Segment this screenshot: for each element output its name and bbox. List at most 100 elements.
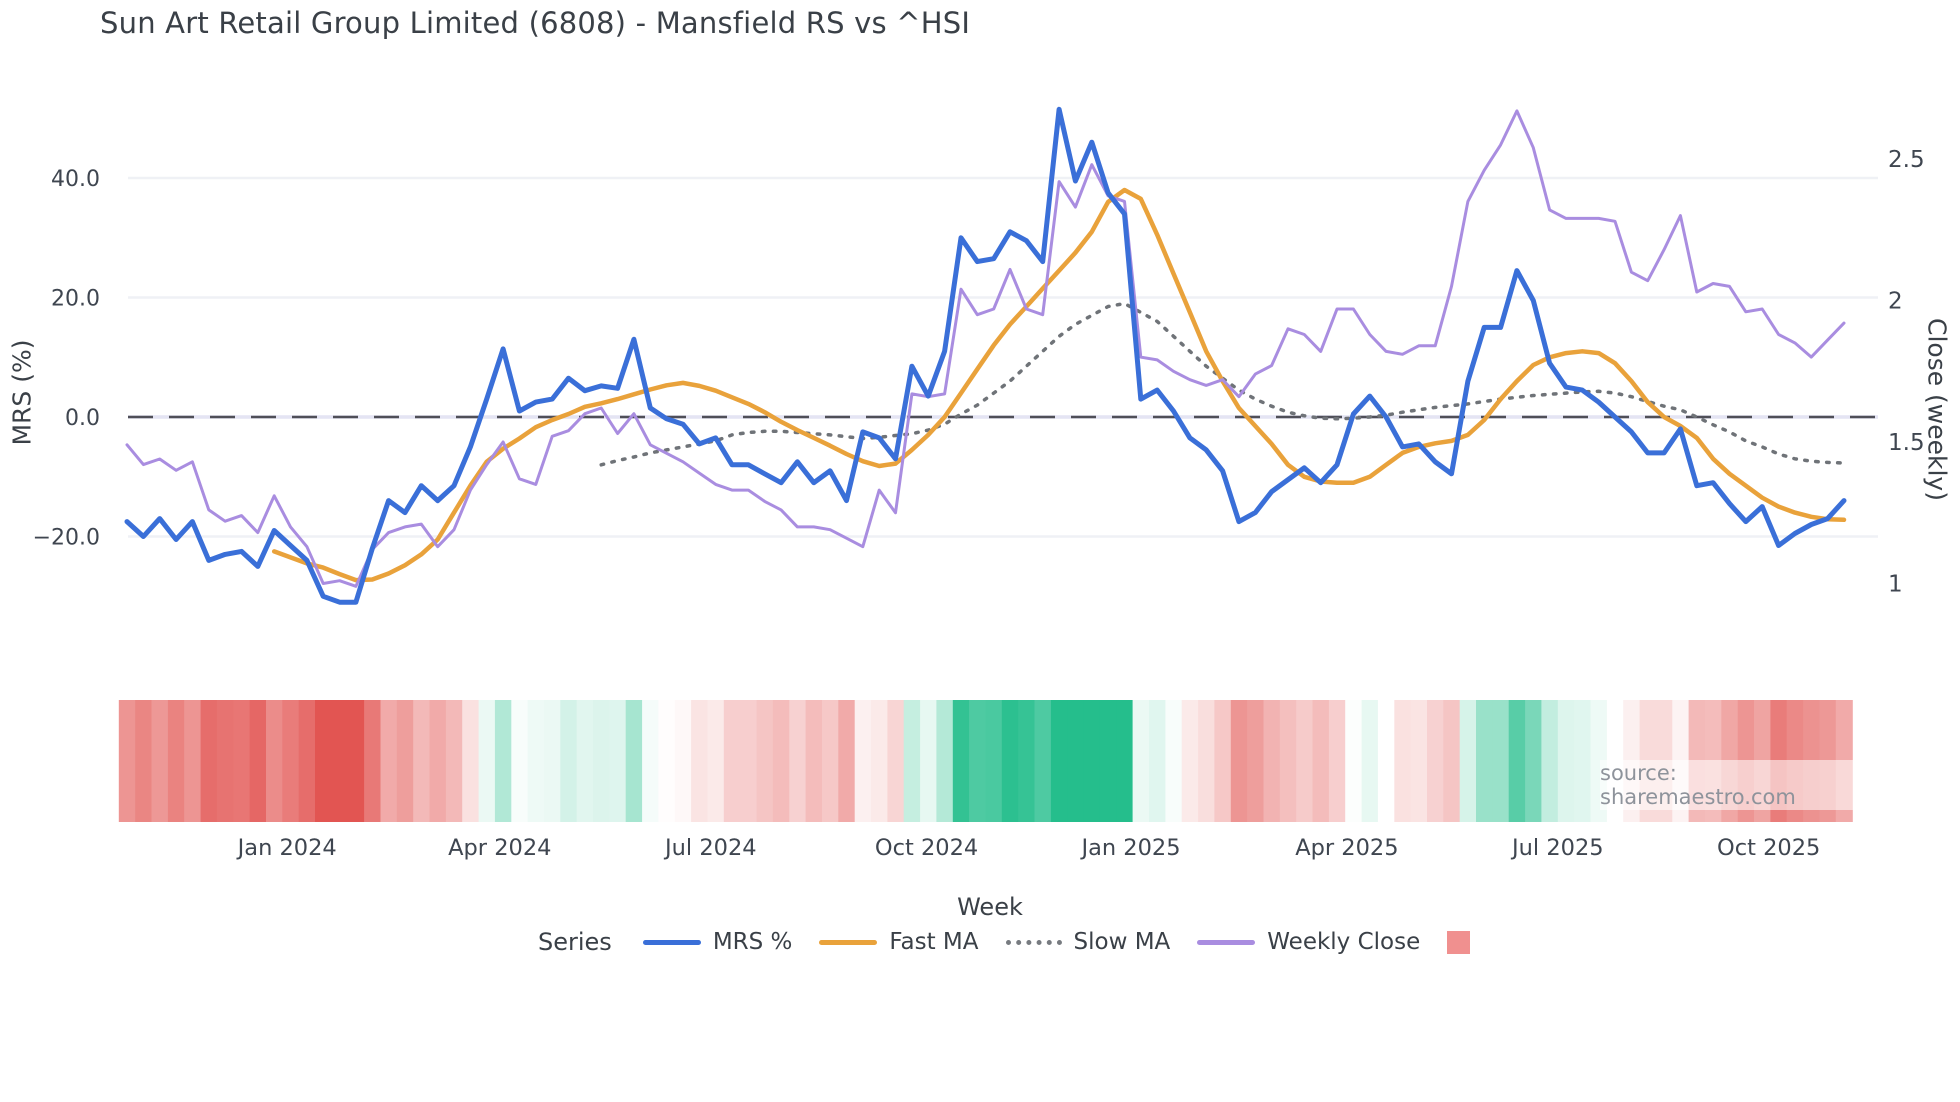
heatmap-cell	[1132, 700, 1150, 822]
legend-title: Series	[538, 928, 612, 956]
heatmap-cell	[135, 700, 153, 822]
heatmap-cell	[1099, 700, 1117, 822]
heatmap-cell	[1034, 700, 1052, 822]
weekly-close-line	[125, 109, 1846, 588]
heatmap-cell	[969, 700, 987, 822]
y-left-tick: −20.0	[33, 526, 100, 551]
heatmap-cell	[1508, 700, 1526, 822]
heatmap-cell	[1361, 700, 1379, 822]
heatmap-cell	[364, 700, 382, 822]
heatmap-cell	[462, 700, 480, 822]
x-month-tick: Jul 2024	[663, 835, 757, 861]
y-left-tick: 40.0	[51, 167, 100, 192]
heatmap-cell	[576, 700, 594, 822]
legend: Series MRS % Fast MA Slow MA Weekly Close	[538, 920, 1471, 964]
y-right-tick: 2.5	[1888, 147, 1925, 173]
axis-tick-labels: 40.0 20.0 0.0 −20.0 2.5 2 1.5 1 Jan 2024 Apr 2024…	[33, 147, 1925, 861]
line-swatch-icon	[1197, 939, 1256, 945]
x-month-tick: Apr 2025	[1295, 835, 1398, 861]
y-left-tick: 0.0	[65, 406, 100, 431]
line-swatch-icon	[642, 939, 701, 945]
heatmap-cell	[1116, 700, 1134, 822]
legend-item-label: Weekly Close	[1267, 929, 1421, 955]
legend-item-weekly-close[interactable]: Weekly Close	[1197, 929, 1420, 955]
x-month-tick: Oct 2024	[875, 835, 978, 861]
heatmap-cell	[266, 700, 283, 822]
heatmap-cell	[871, 700, 888, 822]
x-month-tick: Oct 2025	[1717, 835, 1820, 861]
legend-item-label: Fast MA	[889, 929, 979, 955]
heatmap-cell	[1377, 700, 1395, 822]
line-swatch-icon	[1005, 939, 1062, 945]
legend-item-mrs-[interactable]: MRS %	[642, 929, 792, 955]
heatmap-cell	[1574, 700, 1592, 822]
heatmap-cell	[772, 700, 790, 822]
heatmap-cell	[593, 700, 610, 822]
heatmap-cell	[1083, 700, 1101, 822]
heatmap-cell	[1394, 700, 1412, 822]
source-text: source: sharemaestro.com	[1600, 761, 1796, 809]
heatmap-cell	[1001, 700, 1019, 822]
heatmap-cell	[1018, 700, 1036, 822]
heatmap-cell	[560, 700, 578, 822]
heatmap-cell	[1149, 700, 1166, 822]
heatmap-cell	[184, 700, 202, 822]
heatmap-cell	[789, 700, 807, 822]
heatmap-cell	[511, 700, 529, 822]
heatmap-cell	[625, 700, 643, 822]
heatmap-cell	[527, 700, 545, 822]
heatmap-cell	[1427, 700, 1444, 822]
heatmap-cell	[936, 700, 954, 822]
heatmap-cell	[1263, 700, 1281, 822]
heatmap-cell	[1345, 700, 1363, 822]
heatmap-cell	[298, 700, 316, 822]
heatmap-cell	[756, 700, 774, 822]
x-month-tick: Jan 2024	[236, 835, 337, 861]
heatmap-swatch-icon	[1447, 930, 1471, 954]
heatmap-cell	[707, 700, 725, 822]
heatmap-cell	[854, 700, 872, 822]
heatmap-cell	[1459, 700, 1477, 822]
legend-item-fast-ma[interactable]: Fast MA	[819, 929, 979, 955]
heatmap-cell	[315, 700, 332, 822]
heatmap-cell	[674, 700, 692, 822]
heatmap-cell	[609, 700, 627, 822]
heatmap-cell	[282, 700, 300, 822]
heatmap-cell	[1165, 700, 1183, 822]
legend-item-heatmap[interactable]	[1447, 930, 1471, 954]
gridlines	[128, 176, 1878, 538]
heatmap-cell	[1230, 700, 1248, 822]
heatmap-cell	[151, 700, 169, 822]
legend-item-slow-ma[interactable]: Slow MA	[1005, 929, 1170, 955]
heatmap-cell	[723, 700, 741, 822]
heatmap-cell	[494, 700, 512, 822]
y-right-tick: 2	[1888, 289, 1903, 315]
heatmap-cell	[740, 700, 758, 822]
heatmap-cell	[1198, 700, 1216, 822]
heatmap-cell	[985, 700, 1003, 822]
series-lines	[124, 106, 1847, 605]
heatmap-cell	[1050, 700, 1068, 822]
x-month-tick: Jan 2025	[1079, 835, 1180, 861]
heatmap-cell	[1181, 700, 1199, 822]
heatmap-cell	[167, 700, 185, 822]
y-right-tick: 1.5	[1888, 430, 1925, 456]
heatmap-cell	[1525, 700, 1543, 822]
heatmap-cell	[658, 700, 676, 822]
heatmap-cell	[1279, 700, 1297, 822]
y-left-tick: 20.0	[51, 287, 100, 312]
heatmap-cell	[1476, 700, 1493, 822]
y-right-tick: 1	[1888, 572, 1903, 598]
mrs--line	[124, 106, 1847, 605]
heatmap-strip	[118, 700, 1853, 822]
heatmap-cell	[1067, 700, 1085, 822]
fast-ma-line	[271, 187, 1847, 583]
heatmap-cell	[1247, 700, 1265, 822]
x-month-tick: Apr 2024	[448, 835, 551, 861]
heatmap-cell	[478, 700, 496, 822]
heatmap-cell	[903, 700, 921, 822]
heatmap-cell	[445, 700, 463, 822]
heatmap-cell	[952, 700, 970, 822]
heatmap-cell	[429, 700, 447, 822]
